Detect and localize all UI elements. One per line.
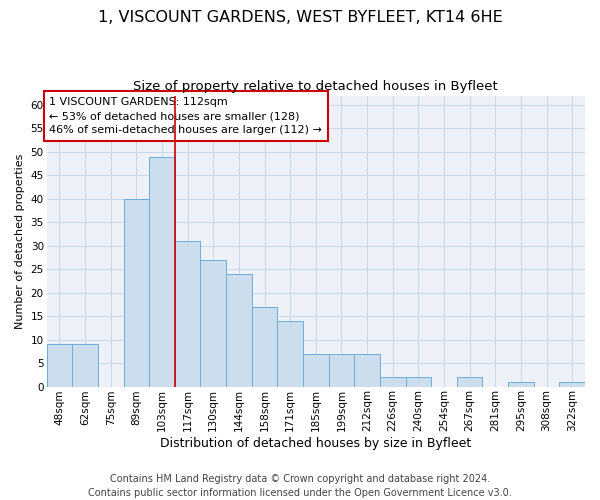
Text: 1 VISCOUNT GARDENS: 112sqm
← 53% of detached houses are smaller (128)
46% of sem: 1 VISCOUNT GARDENS: 112sqm ← 53% of deta… [49,97,322,135]
X-axis label: Distribution of detached houses by size in Byfleet: Distribution of detached houses by size … [160,437,472,450]
Bar [303,354,329,386]
Text: Contains HM Land Registry data © Crown copyright and database right 2024.
Contai: Contains HM Land Registry data © Crown c… [88,474,512,498]
Bar [380,377,406,386]
Bar [47,344,72,387]
Bar [329,354,354,386]
Text: 1, VISCOUNT GARDENS, WEST BYFLEET, KT14 6HE: 1, VISCOUNT GARDENS, WEST BYFLEET, KT14 … [98,10,502,25]
Bar [72,344,98,387]
Bar [124,199,149,386]
Bar [149,156,175,386]
Bar [251,307,277,386]
Bar [200,260,226,386]
Bar [277,321,303,386]
Bar [175,241,200,386]
Bar [508,382,534,386]
Bar [226,274,251,386]
Bar [354,354,380,386]
Bar [406,377,431,386]
Bar [457,377,482,386]
Y-axis label: Number of detached properties: Number of detached properties [15,154,25,328]
Bar [559,382,585,386]
Title: Size of property relative to detached houses in Byfleet: Size of property relative to detached ho… [133,80,498,93]
